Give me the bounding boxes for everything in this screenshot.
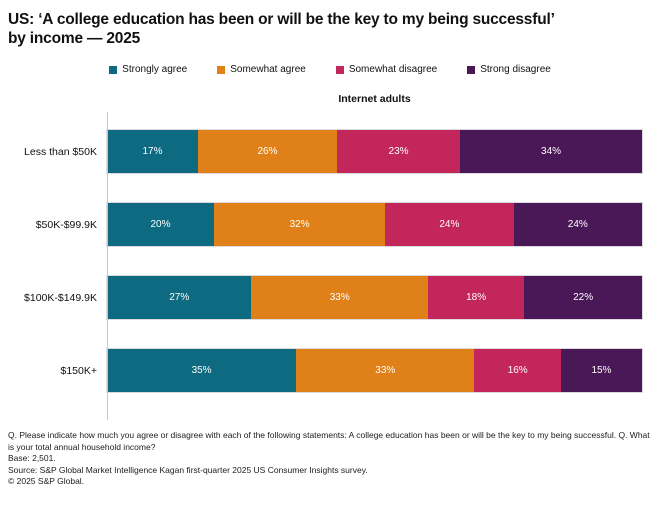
bar-segment: 33% xyxy=(251,276,428,319)
legend-label: Strongly agree xyxy=(122,64,188,75)
bar-segment: 35% xyxy=(107,349,297,392)
segment-value-label: 15% xyxy=(591,365,612,376)
y-axis-line xyxy=(107,112,108,420)
segment-value-label: 17% xyxy=(142,146,163,157)
category-label: $50K-$99.9K xyxy=(35,218,97,231)
segment-value-label: 35% xyxy=(191,365,212,376)
legend-item: Somewhat agree xyxy=(217,64,306,75)
chart-card: US: ‘A college education has been or wil… xyxy=(0,10,660,515)
stacked-bar: 27% 33% 18% 22% xyxy=(107,276,642,319)
legend-label: Somewhat disagree xyxy=(348,64,438,75)
stacked-bar: 17% 26% 23% 34% xyxy=(107,130,642,173)
bar-segment: 26% xyxy=(197,130,338,173)
segment-value-label: 24% xyxy=(439,219,460,230)
bar-segment: 27% xyxy=(107,276,252,319)
bar-segment: 20% xyxy=(107,203,214,246)
bar-segment: 18% xyxy=(427,276,525,319)
bar-row: $50K-$99.9K 20% 32% 24% 24% xyxy=(0,188,642,261)
legend: Strongly agree Somewhat agree Somewhat dis… xyxy=(0,64,660,75)
legend-item: Somewhat disagree xyxy=(335,64,438,75)
bar-segment: 17% xyxy=(107,130,198,173)
plot-area: Less than $50K 17% 26% 23% 34% $50K-$99.9K 20%… xyxy=(0,112,642,420)
chart-title-line2: by income — 2025 xyxy=(8,30,141,47)
bar-row: Less than $50K 17% 26% 23% 34% xyxy=(0,115,642,188)
bar-rows: Less than $50K 17% 26% 23% 34% $50K-$99.9K 20%… xyxy=(0,115,642,407)
bar-segment: 33% xyxy=(296,349,475,392)
footnote-base: Base: 2,501. xyxy=(8,453,56,463)
bar-row: $150K+ 35% 33% 16% 15% xyxy=(0,334,642,407)
segment-value-label: 33% xyxy=(375,365,396,376)
legend-swatch xyxy=(217,65,226,74)
legend-label: Strong disagree xyxy=(480,64,551,75)
legend-item: Strong disagree xyxy=(467,64,551,75)
bar-segment: 15% xyxy=(560,349,642,392)
segment-value-label: 23% xyxy=(388,146,409,157)
bar-segment: 24% xyxy=(513,203,642,246)
segment-value-label: 34% xyxy=(541,146,562,157)
footnote-copyright: © 2025 S&P Global. xyxy=(8,476,85,486)
stacked-bar: 35% 33% 16% 15% xyxy=(107,349,642,392)
segment-value-label: 20% xyxy=(150,219,171,230)
bar-segment: 34% xyxy=(460,130,642,173)
category-label: $100K-$149.9K xyxy=(24,291,97,304)
legend-swatch xyxy=(109,65,118,74)
segment-value-label: 24% xyxy=(567,219,588,230)
bar-segment: 32% xyxy=(214,203,386,246)
legend-item: Strongly agree xyxy=(109,64,187,75)
chart-subtitle: Internet adults xyxy=(338,93,411,105)
legend-swatch xyxy=(467,65,476,74)
footnote-source: Source: S&P Global Market Intelligence K… xyxy=(8,464,368,475)
segment-value-label: 18% xyxy=(466,292,487,303)
bar-segment: 24% xyxy=(385,203,514,246)
legend-swatch xyxy=(335,65,344,74)
chart-title: US: ‘A college education has been or wil… xyxy=(8,10,652,48)
category-label: $150K+ xyxy=(60,364,98,377)
segment-value-label: 22% xyxy=(573,292,594,303)
footnotes: Q. Please indicate how much you agree or… xyxy=(8,430,652,488)
segment-value-label: 27% xyxy=(169,292,190,303)
stacked-bar: 20% 32% 24% 24% xyxy=(107,203,642,246)
footnote-question: Q. Please indicate how much you agree or… xyxy=(8,430,650,452)
chart-title-line1: US: ‘A college education has been or wil… xyxy=(8,11,555,28)
segment-value-label: 26% xyxy=(257,146,278,157)
segment-value-label: 16% xyxy=(507,365,528,376)
bar-segment: 22% xyxy=(524,276,642,319)
legend-label: Somewhat agree xyxy=(230,64,306,75)
segment-value-label: 33% xyxy=(329,292,350,303)
category-label: Less than $50K xyxy=(24,145,97,158)
bar-row: $100K-$149.9K 27% 33% 18% 22% xyxy=(0,261,642,334)
bar-segment: 16% xyxy=(474,349,561,392)
segment-value-label: 32% xyxy=(289,219,310,230)
bar-segment: 23% xyxy=(337,130,461,173)
